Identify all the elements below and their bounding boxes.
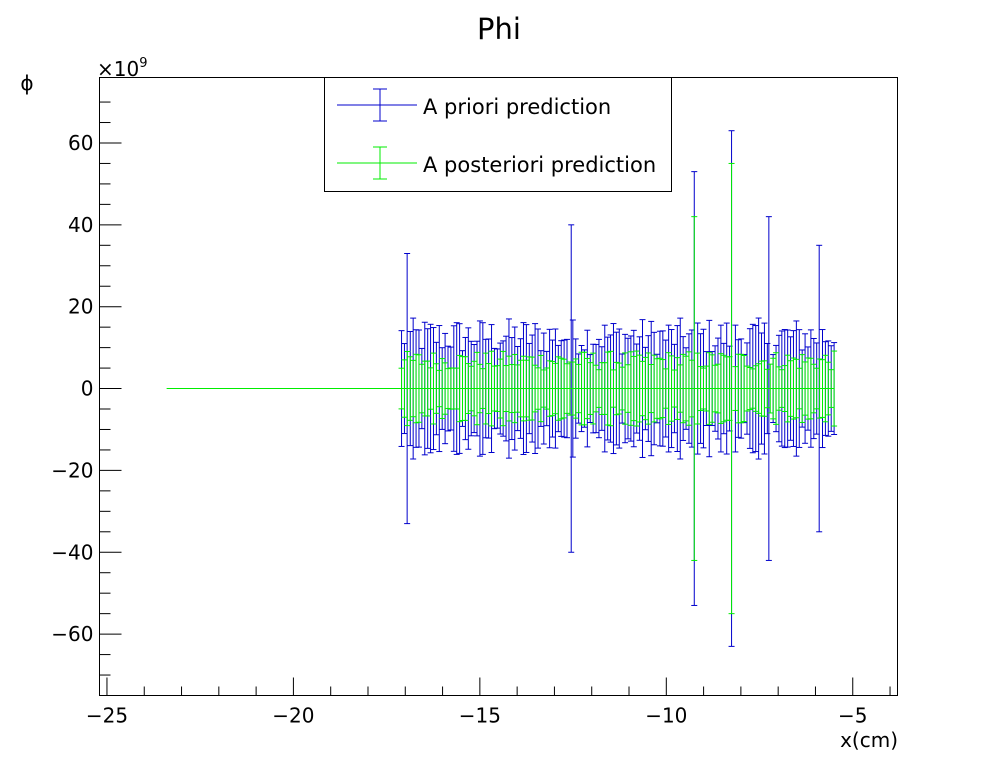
y-tick-label: −60 [51,622,93,646]
legend-label-a-priori: A priori prediction [423,95,612,119]
y-tick-label: −40 [51,540,93,564]
y-tick-label: 20 [68,295,93,319]
y-tick-label: 40 [68,213,93,237]
legend-symbol-a-priori [337,88,417,122]
legend-label-a-posteriori: A posteriori prediction [423,153,657,177]
y-axis-label: ϕ [20,71,33,95]
y-multiplier-exponent: 9 [139,56,147,71]
legend: A priori prediction A posteriori predict… [324,77,672,192]
legend-entry-a-posteriori: A posteriori prediction [337,141,667,185]
axis-layer: −25 −20 −15 −10 −5 −60 −40 −20 0 20 40 60 [51,101,891,728]
x-tick-label: −25 [86,704,128,728]
x-axis-label: x(cm) [840,728,898,752]
chart-title: Phi [477,12,521,46]
y-tick-label: −20 [51,458,93,482]
x-tick-label: −20 [272,704,314,728]
series-a-posteriori [166,162,838,615]
plot-layer [166,130,838,647]
y-tick-label: 60 [68,131,93,155]
x-tick-label: −5 [838,704,867,728]
y-tick-label: 0 [81,377,94,401]
legend-symbol-a-posteriori [337,146,417,180]
x-tick-label: −10 [645,704,687,728]
x-tick-label: −15 [459,704,501,728]
legend-entry-a-priori: A priori prediction [337,83,667,127]
